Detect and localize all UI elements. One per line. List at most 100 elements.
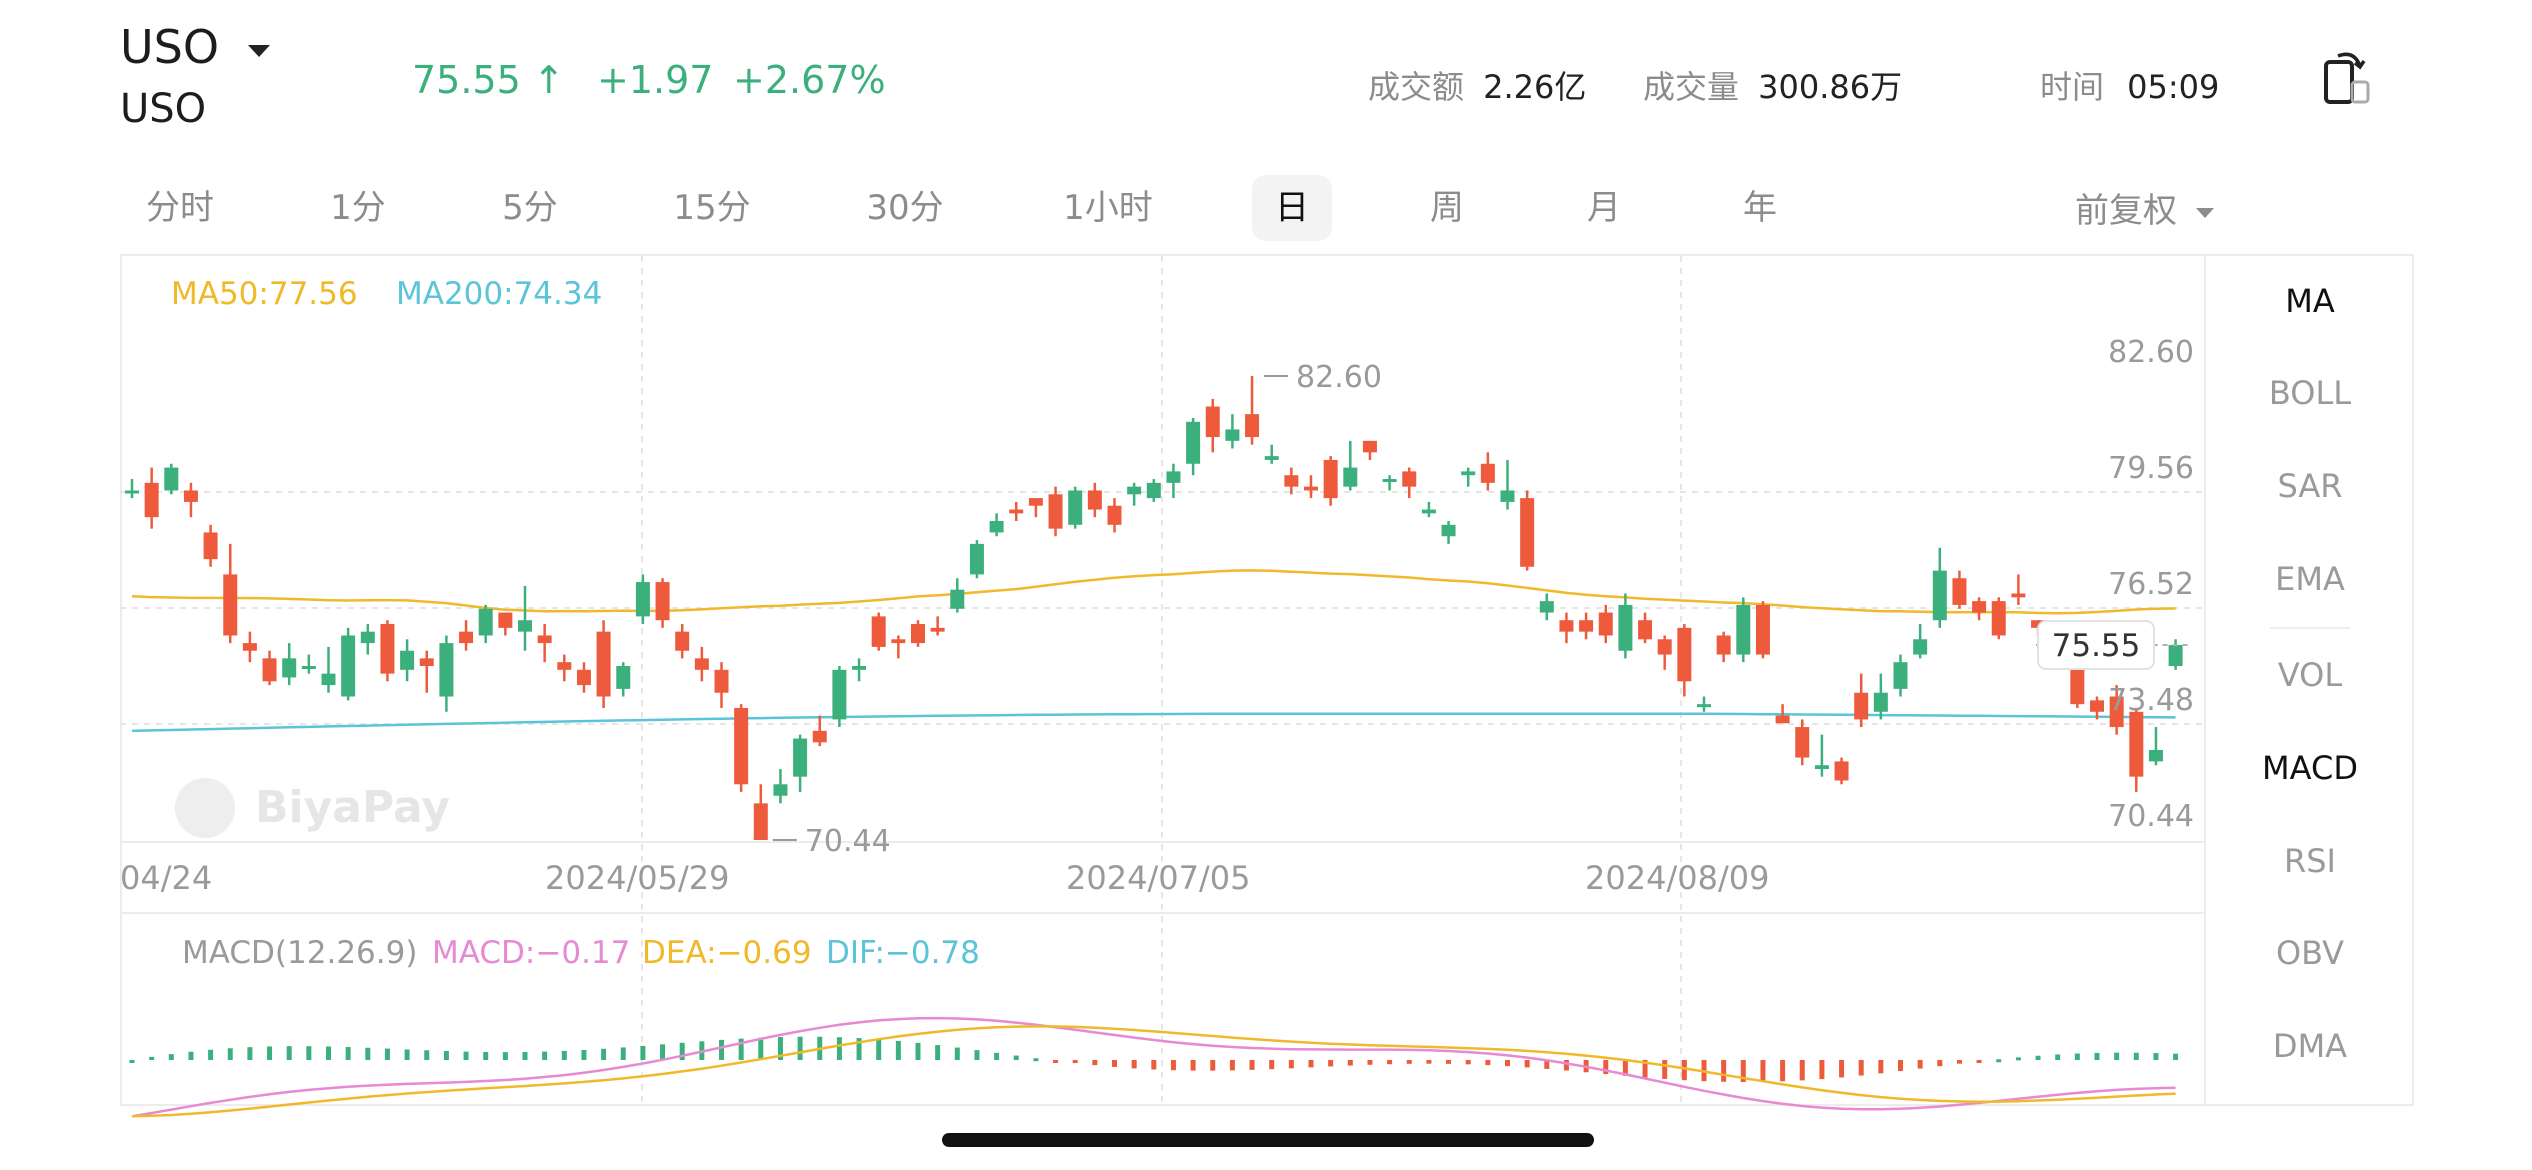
candle bbox=[793, 734, 808, 792]
candle bbox=[1598, 604, 1613, 644]
macd-bar bbox=[1917, 1060, 1923, 1069]
candle bbox=[1913, 624, 1928, 659]
candle bbox=[164, 463, 179, 495]
macd-bar bbox=[2094, 1052, 2100, 1060]
candle bbox=[223, 543, 238, 644]
indicator-rsi[interactable]: RSI bbox=[2284, 842, 2336, 880]
candle bbox=[812, 715, 827, 747]
turnover-value: 2.26亿 bbox=[1483, 68, 1587, 106]
adjust-selector[interactable]: 前复权 bbox=[2075, 183, 2214, 232]
macd-bar bbox=[502, 1052, 508, 1060]
macd-bar bbox=[227, 1048, 233, 1060]
tab-9[interactable]: 月 bbox=[1587, 188, 1621, 228]
candle bbox=[753, 784, 768, 840]
min-price-label: 70.44 bbox=[805, 824, 891, 859]
candle bbox=[1245, 376, 1260, 445]
rotate-screen-icon[interactable] bbox=[2322, 48, 2374, 108]
macd-bar bbox=[483, 1051, 489, 1060]
last-price: 75.55 ↑ bbox=[412, 58, 565, 102]
macd-bar bbox=[1170, 1060, 1176, 1071]
candle bbox=[1873, 673, 1888, 720]
candle bbox=[2129, 707, 2144, 792]
home-indicator[interactable] bbox=[942, 1133, 1594, 1147]
candle bbox=[852, 658, 867, 682]
macd-bar bbox=[149, 1056, 155, 1060]
chart-frame bbox=[120, 254, 2414, 1106]
last-price-tag: 75.55 bbox=[2052, 628, 2141, 664]
candle bbox=[1500, 459, 1515, 510]
macd-bar bbox=[1721, 1060, 1727, 1082]
tab-2[interactable]: 1分 bbox=[330, 188, 386, 228]
tab-6[interactable]: 1小时 bbox=[1063, 188, 1153, 228]
x-tick-label: 04/24 bbox=[120, 859, 212, 897]
indicator-boll[interactable]: BOLL bbox=[2268, 374, 2352, 412]
indicator-dma[interactable]: DMA bbox=[2272, 1027, 2348, 1065]
macd-bar bbox=[620, 1047, 626, 1060]
macd-bar bbox=[1819, 1060, 1825, 1080]
indicator-vol[interactable]: VOL bbox=[2277, 656, 2343, 694]
macd-bar bbox=[326, 1046, 331, 1060]
indicator-macd[interactable]: MACD bbox=[2262, 749, 2358, 787]
indicator-obv[interactable]: OBV bbox=[2275, 934, 2345, 972]
candle bbox=[1775, 704, 1790, 724]
tab-8[interactable]: 周 bbox=[1430, 188, 1464, 228]
macd-bar bbox=[738, 1038, 744, 1060]
candle bbox=[1284, 467, 1299, 495]
candle bbox=[1755, 601, 1770, 659]
candle bbox=[1559, 612, 1574, 644]
dif-legend: DIF:−0.78 bbox=[826, 935, 980, 971]
macd-bar bbox=[1426, 1060, 1432, 1064]
candle bbox=[1087, 482, 1102, 518]
candle bbox=[400, 639, 415, 682]
candle bbox=[694, 646, 709, 682]
indicator-ma[interactable]: MA bbox=[2285, 282, 2335, 320]
candle bbox=[1441, 521, 1456, 544]
y-tick-label: 76.52 bbox=[2108, 567, 2194, 602]
candle bbox=[1421, 501, 1436, 518]
macd-bar bbox=[1072, 1060, 1078, 1064]
candle bbox=[1146, 479, 1161, 502]
x-tick-label: 2024/08/09 bbox=[1585, 859, 1769, 897]
tab-7[interactable]: 日 bbox=[1252, 175, 1332, 241]
candle bbox=[1716, 631, 1731, 663]
macd-bar bbox=[797, 1036, 803, 1060]
symbol-selector[interactable]: USO bbox=[120, 20, 270, 74]
caret-down-icon bbox=[247, 44, 270, 57]
y-tick-label: 79.56 bbox=[2108, 451, 2194, 486]
candle bbox=[537, 624, 552, 663]
candle bbox=[242, 631, 257, 663]
macd-bar bbox=[1544, 1060, 1550, 1069]
macd-bar bbox=[1780, 1060, 1786, 1082]
macd-bar bbox=[129, 1060, 135, 1063]
tab-5[interactable]: 30分 bbox=[866, 188, 944, 228]
macd-bar bbox=[1053, 1060, 1059, 1063]
macd-bar bbox=[2035, 1055, 2041, 1060]
candle bbox=[1618, 593, 1633, 659]
macd-bar bbox=[994, 1052, 1000, 1060]
macd-bar bbox=[836, 1037, 842, 1060]
macd-bar bbox=[1898, 1060, 1903, 1072]
turnover-label: 成交额 bbox=[1368, 68, 1465, 106]
tab-3[interactable]: 5分 bbox=[502, 188, 558, 228]
macd-line bbox=[131, 1016, 2176, 1118]
candle bbox=[675, 624, 690, 659]
candle bbox=[714, 662, 729, 708]
macd-bar bbox=[561, 1050, 567, 1060]
indicator-ema[interactable]: EMA bbox=[2275, 560, 2345, 598]
candle bbox=[125, 479, 139, 499]
tab-1[interactable]: 分时 bbox=[146, 188, 214, 228]
symbol-text: USO bbox=[120, 20, 220, 74]
tab-10[interactable]: 年 bbox=[1743, 188, 1777, 228]
tab-4[interactable]: 15分 bbox=[673, 188, 751, 228]
ma50-legend: MA50:77.56 bbox=[171, 276, 358, 312]
candle bbox=[1009, 501, 1024, 521]
macd-bar bbox=[1740, 1060, 1746, 1083]
indicator-sar[interactable]: SAR bbox=[2277, 467, 2343, 505]
price-change-percent: +2.67% bbox=[733, 58, 886, 102]
price-change: +1.97 bbox=[597, 58, 714, 102]
candle bbox=[1952, 570, 1967, 609]
candle bbox=[989, 513, 1004, 537]
macd-bar bbox=[1681, 1060, 1687, 1081]
candle bbox=[1677, 624, 1692, 697]
